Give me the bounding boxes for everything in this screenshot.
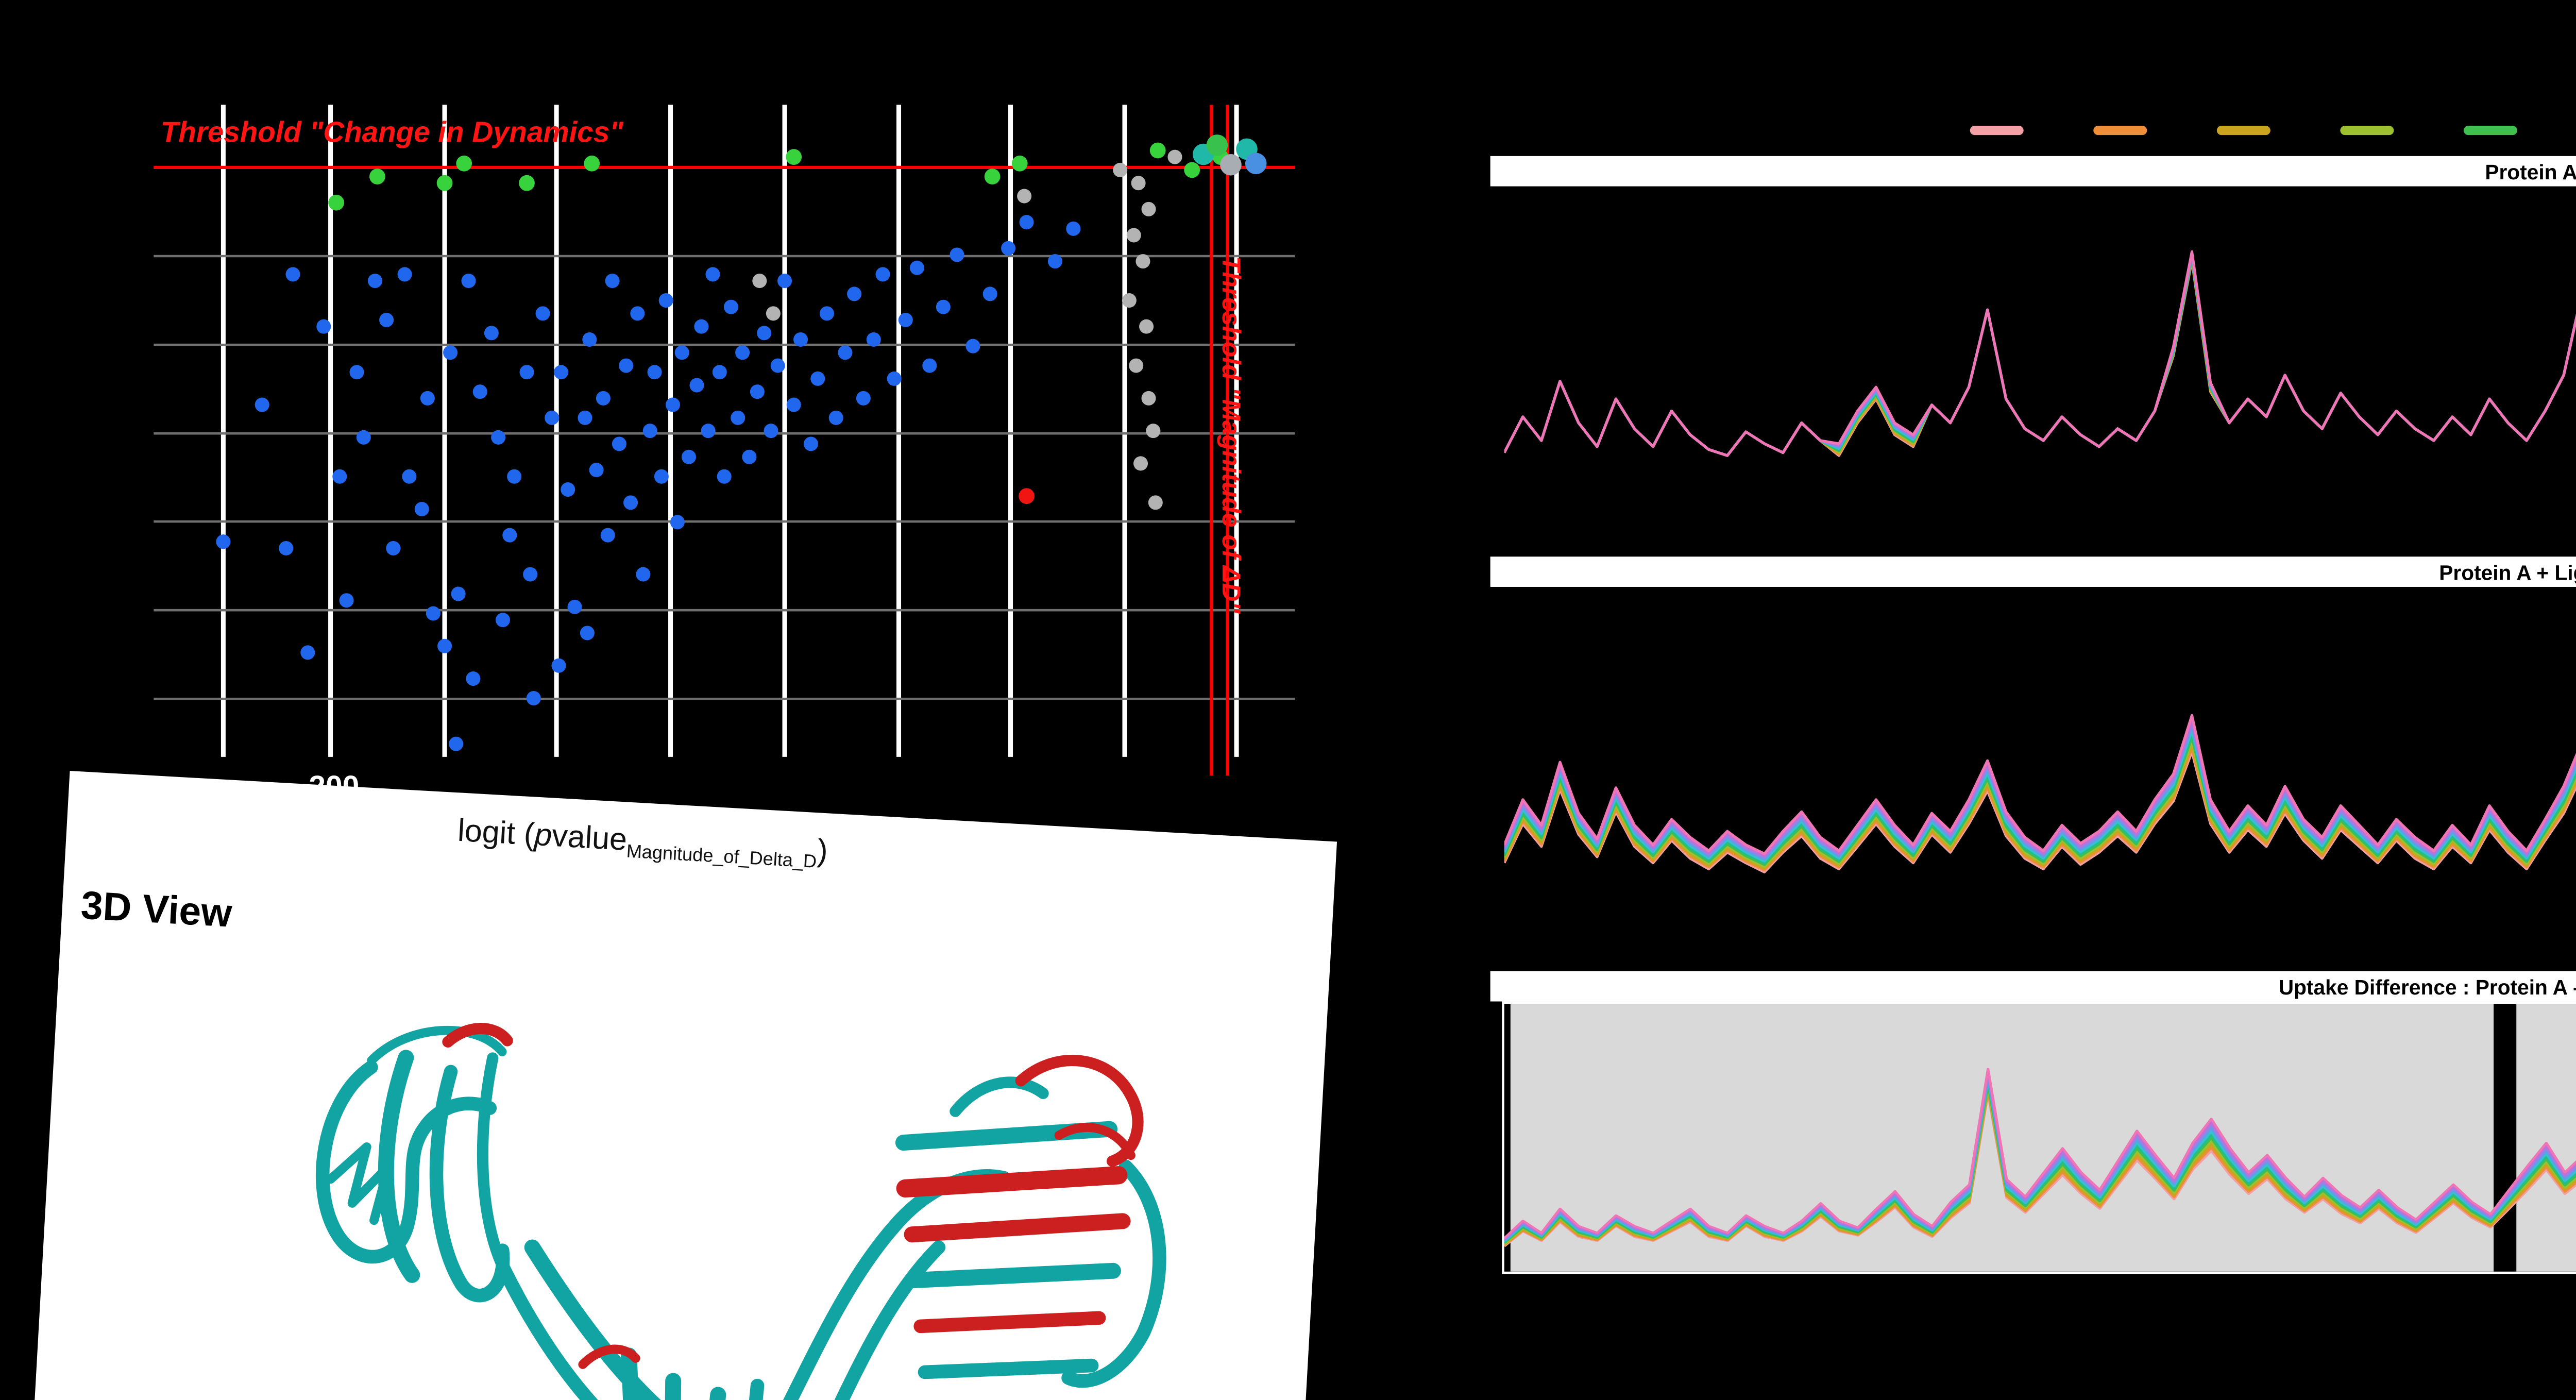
ribbon-sheet [895,1121,1118,1151]
ribbon-sheet [906,1262,1121,1289]
ribbon-strand [497,1261,751,1400]
ribbon-strand [740,1378,765,1400]
protein-structure[interactable] [120,929,1312,1400]
xlabel-pre: logit ( [456,813,536,852]
uptake-plot-protein-a-ligand-svg[interactable] [1504,587,2576,955]
exposure-legend [1970,126,2576,136]
highlight-sheet [904,1213,1131,1243]
xlabel-value: value [551,818,628,857]
legend-dash[interactable] [2093,126,2147,136]
ribbon-strand [823,1240,946,1400]
ribbon-strand [1061,1159,1166,1388]
uptake-plot-protein-a[interactable] [1504,187,2576,541]
ribbon-red-group [442,1023,1144,1369]
legend-dash[interactable] [2216,126,2270,136]
ribbon-loop [950,1076,1049,1117]
legend-dash[interactable] [1970,126,2024,136]
panel-titlebar-protein-a: Protein A [1490,156,2576,187]
highlight-sheet [913,1311,1106,1334]
highlight-segment [578,1344,640,1369]
uptake-difference-plot-svg[interactable] [1504,1004,2576,1272]
highlight-sheet [896,1166,1128,1198]
uptake-difference-plot[interactable] [1502,1001,2576,1274]
ribbon-strand [477,1052,510,1275]
ribbon-strand [700,1387,726,1400]
ribbon-strand [326,1142,393,1225]
ribbon-sheet [918,1358,1099,1379]
ribbon-loop [367,1025,507,1065]
structure-3d-card[interactable]: 3D View [30,771,1337,1400]
panel-title-protein-a-ligand: Protein A + Ligand [2439,560,2576,584]
panel-titlebar-protein-a-ligand: Protein A + Ligand [1490,556,2576,587]
ribbon-strand [524,1239,786,1400]
highlight-loop [1054,1123,1136,1160]
x-axis-tick-label: −200 [291,768,360,804]
legend-dash[interactable] [2463,126,2517,136]
panel-titlebar-uptake-difference: Uptake Difference : Protein A - (Protein… [1490,971,2576,1002]
ribbon-strand [664,1373,682,1400]
ribbon-teal-group [315,1025,1166,1400]
xlabel-close: ) [816,833,829,869]
volcano-plot[interactable] [154,105,1295,776]
legend-dash[interactable] [2340,126,2394,136]
highlight-loop [1015,1055,1144,1167]
panel-title-protein-a: Protein A [2485,159,2576,183]
threshold-dynamics-annotation: Threshold "Change in Dynamics" [160,116,623,149]
uptake-plot-protein-a-ligand[interactable] [1504,587,2576,955]
ribbon-strand [621,1347,642,1400]
uptake-plot-protein-a-svg[interactable] [1504,187,2576,541]
panel-title-uptake-difference: Uptake Difference : Protein A - (Protein… [2278,974,2576,998]
ribbon-strand [429,1065,510,1303]
highlight-segment [442,1023,513,1048]
xlabel-p-italic: p [533,817,553,853]
threshold-magnitude-annotation: Threshold "Magnitude of ΔD" [1215,256,1244,614]
